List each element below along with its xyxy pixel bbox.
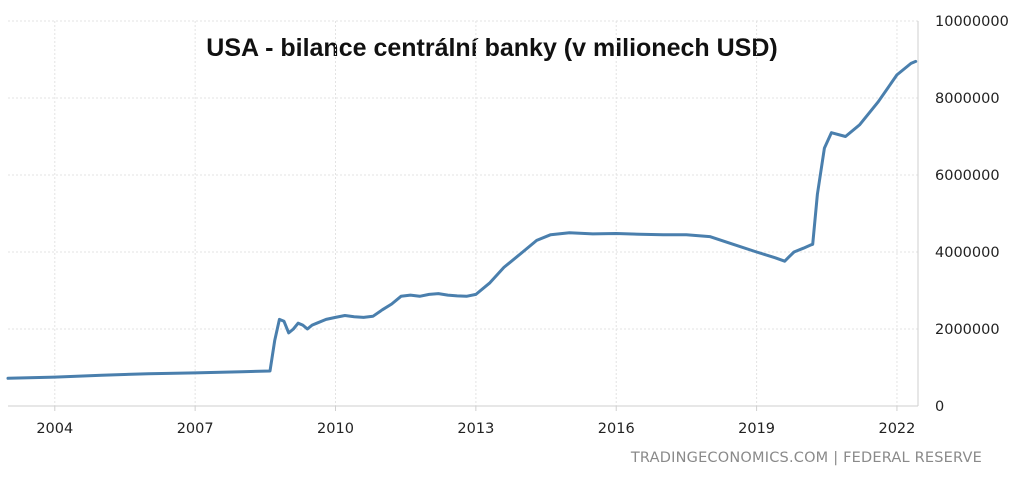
y-tick-label: 0: [935, 399, 944, 415]
x-tick-label: 2007: [177, 421, 214, 437]
x-tick-label: 2013: [457, 421, 494, 437]
y-tick-label: 2000000: [935, 322, 1000, 338]
y-tick-label: 10000000: [935, 14, 1009, 30]
x-tick-label: 2004: [36, 421, 73, 437]
x-tick-label: 2016: [598, 421, 635, 437]
series-line: [6, 59, 918, 380]
axes: [8, 21, 919, 411]
chart-title: USA - bilance centrální banky (v milione…: [206, 34, 777, 62]
y-tick-label: 6000000: [935, 168, 1000, 184]
x-tick-label: 2019: [738, 421, 775, 437]
x-tick-label: 2010: [317, 421, 354, 437]
source-label: TRADINGECONOMICS.COM | FEDERAL RESERVE: [630, 450, 982, 466]
series-layer: [6, 59, 918, 380]
x-axis-ticks: 2004 2007 2010 2013 2016 2019 2022: [36, 421, 915, 437]
y-axis-ticks: 0 2000000 4000000 6000000 8000000 10000000: [935, 14, 1009, 415]
y-tick-label: 4000000: [935, 245, 1000, 261]
grid-lines: [8, 20, 918, 406]
y-tick-label: 8000000: [935, 91, 1000, 107]
x-tick-label: 2022: [878, 421, 915, 437]
